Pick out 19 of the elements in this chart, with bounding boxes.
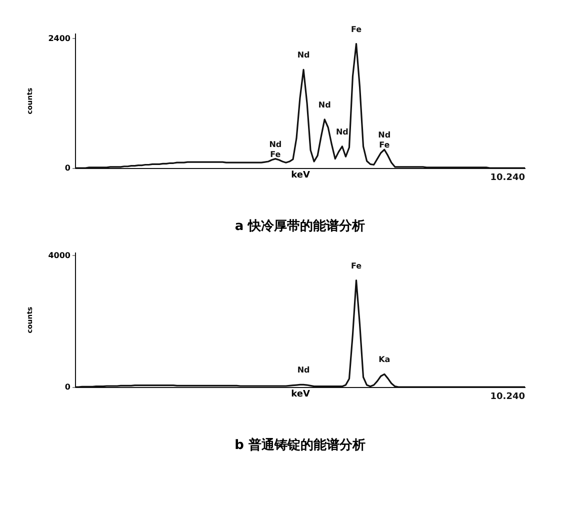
text: b 普通铸锭的能谱分析 — [234, 437, 366, 453]
text: 10.240 — [490, 173, 525, 183]
y-tick-label: 4000 — [48, 250, 71, 260]
x-axis-title: keV — [291, 390, 310, 400]
data-label: Nd Fe — [269, 140, 282, 159]
data-label: Nd — [318, 100, 332, 110]
data-label: Nd Fe — [378, 130, 391, 150]
y-tick-label: 0 — [64, 164, 71, 172]
data-label: Ka — [378, 355, 390, 364]
x-axis-title: keV — [291, 170, 310, 180]
y-tick-label: 2400 — [48, 34, 71, 43]
data-label: Nd — [297, 366, 310, 375]
text: 10.240 — [490, 392, 525, 402]
y-tick-label: 0 — [64, 382, 71, 392]
data-label: Fe — [350, 24, 362, 34]
data-label: Fe — [350, 261, 362, 270]
data-label: Nd — [297, 50, 310, 60]
data-label: Nd — [336, 127, 349, 136]
text: a 快冷厚带的能谱分析 — [234, 218, 366, 234]
